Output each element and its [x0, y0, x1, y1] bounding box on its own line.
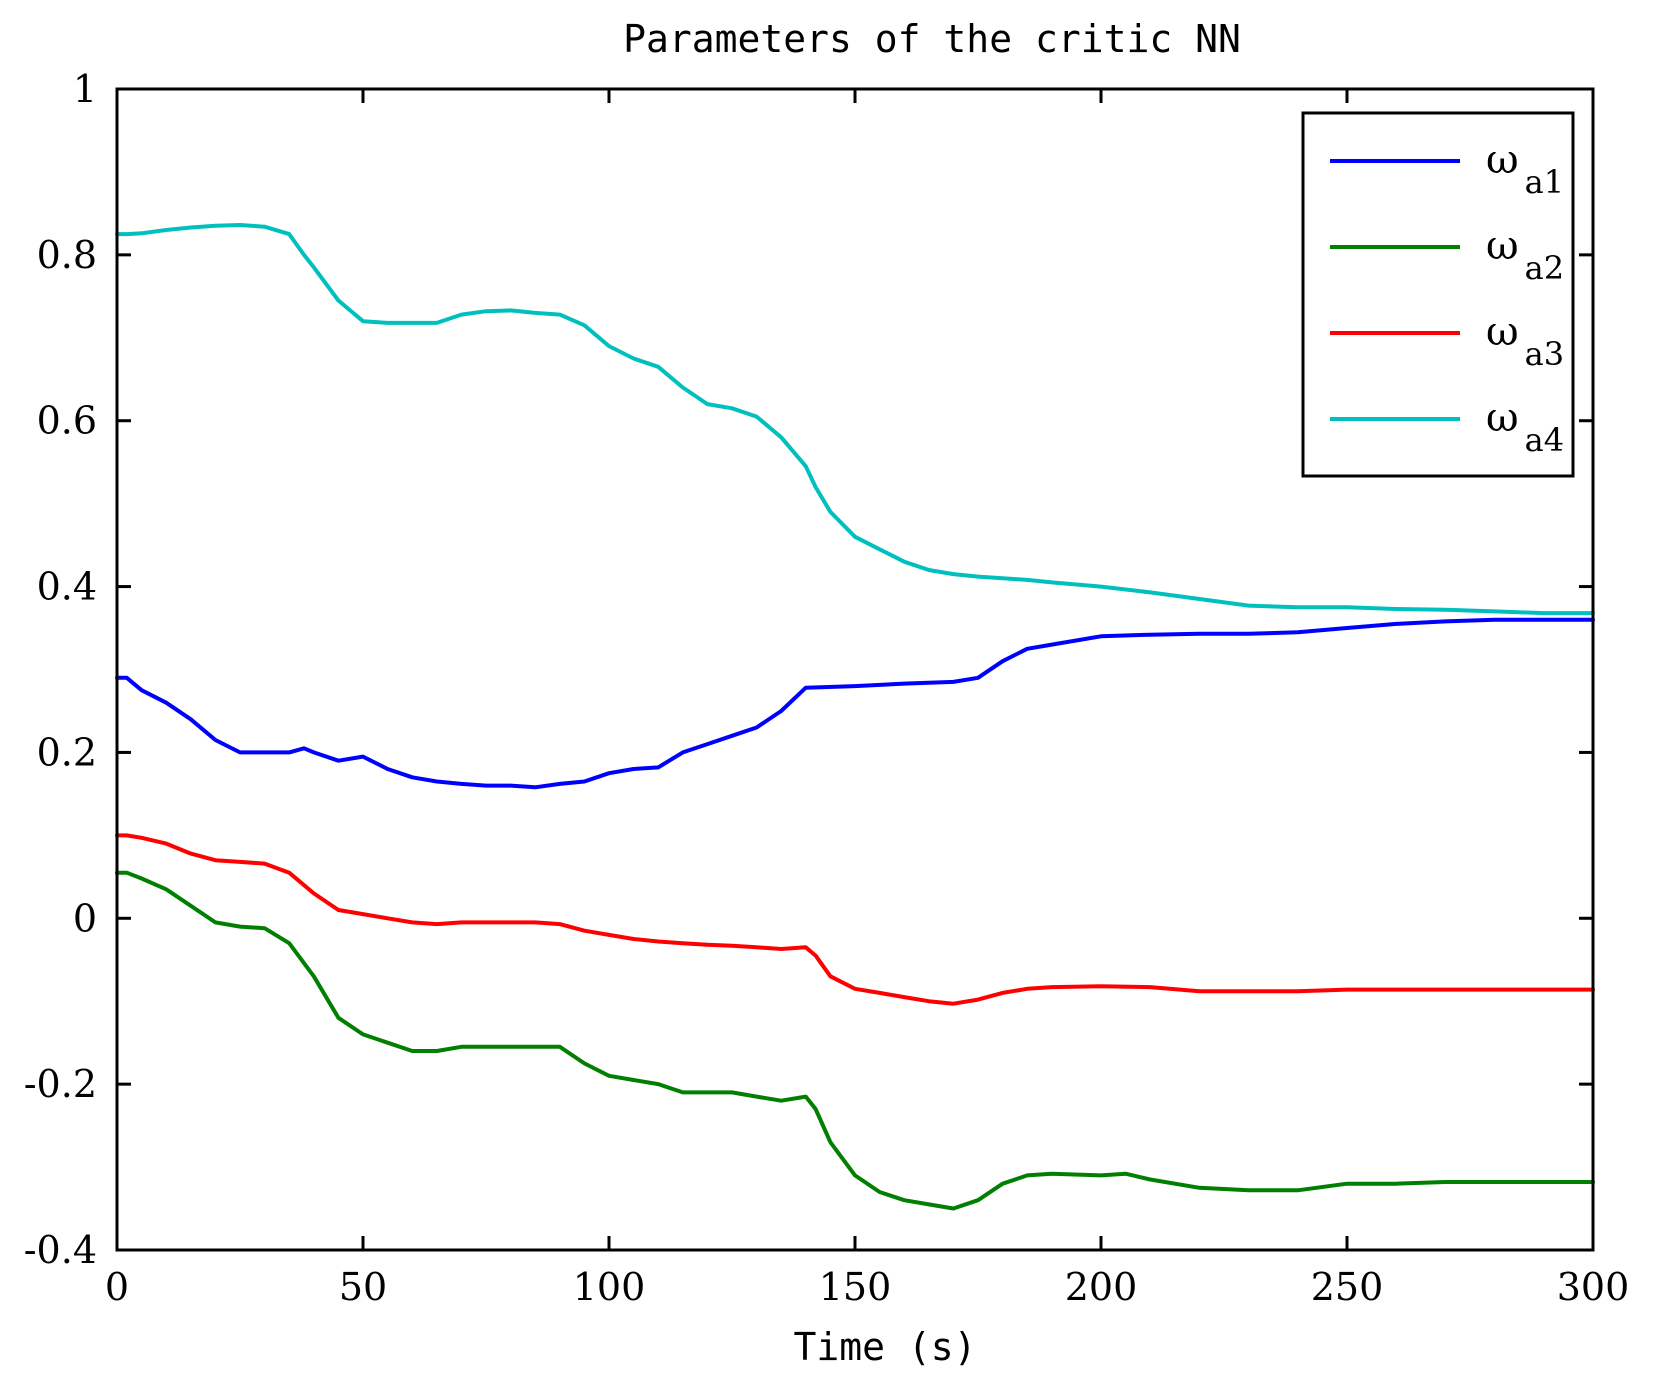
x-tick-label: 100: [573, 1265, 646, 1309]
y-tick-label: 1: [73, 67, 97, 111]
series-layer: [115, 223, 1595, 1211]
plot-frame: [115, 87, 1595, 1252]
y-tick-label: 0.4: [37, 565, 97, 609]
legend-label-a1: ω a1: [1486, 137, 1564, 201]
y-tick-label: 0: [73, 896, 97, 940]
y-tick-label: 0.2: [37, 730, 97, 774]
x-tick-label: 300: [1557, 1265, 1630, 1309]
legend-box: [1301, 111, 1575, 478]
x-tick-label: 250: [1311, 1265, 1384, 1309]
y-tick-label: 0.6: [37, 399, 97, 443]
series-line-a2: [115, 870, 1595, 1211]
legend-label-a2: ω a2: [1486, 223, 1564, 287]
axis-ticks: 0 50 100 150 200 250 300 -0.4 -0.2 0 0.2 0.4 0.6 0.8 1: [24, 67, 1630, 1309]
x-tick-label: 200: [1065, 1265, 1138, 1309]
legend-label-a4: ω a4: [1486, 395, 1564, 459]
series-line-a1: [115, 617, 1595, 790]
series-line-a3: [115, 833, 1595, 1006]
x-tick-label: 50: [339, 1265, 387, 1309]
legend-label-a3: ω a3: [1486, 309, 1564, 373]
y-tick-label: -0.4: [24, 1228, 97, 1272]
x-tick-label: 150: [819, 1265, 892, 1309]
y-tick-label: -0.2: [24, 1062, 97, 1106]
series-line-a4: [115, 223, 1595, 616]
x-tick-label: 0: [105, 1265, 129, 1309]
legend: ω a1 ω a2 ω a3 ω a4: [1301, 111, 1575, 478]
chart-title: Parameters of the critic NN: [623, 17, 1241, 61]
x-axis-label: Time (s): [793, 1325, 976, 1369]
y-tick-label: 0.8: [37, 233, 97, 277]
